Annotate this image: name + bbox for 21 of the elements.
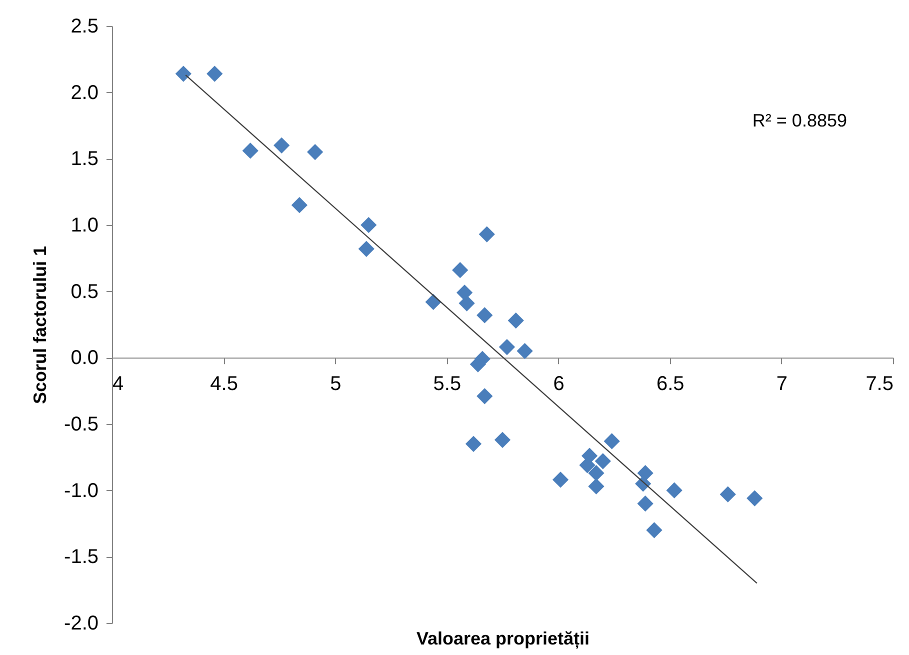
y-tick-label: 2.5 <box>70 16 98 38</box>
x-tick-label: 7 <box>776 373 788 396</box>
y-tick-label: 0.0 <box>70 347 98 370</box>
x-tick-label: 6.5 <box>656 373 684 396</box>
x-axis-title: Valoarea proprietății <box>416 628 590 650</box>
x-tick-label: 6 <box>553 373 564 396</box>
x-tick-label: 5.5 <box>433 373 462 396</box>
annotation: R² = 0.8859 <box>752 110 847 131</box>
y-tick-label: 1.0 <box>70 214 98 236</box>
y-tick-label: -1.0 <box>64 480 98 502</box>
x-tick-label: 7.5 <box>866 373 894 396</box>
y-tick-label: 2.0 <box>70 82 98 104</box>
x-tick-label: 4.5 <box>210 373 238 396</box>
y-tick-label: 1.5 <box>70 148 98 170</box>
x-tick-label: 5 <box>330 373 342 396</box>
y-tick-label: -2.0 <box>64 612 98 634</box>
y-tick-label: 0.5 <box>70 280 98 303</box>
x-tick-label: 4 <box>112 373 124 396</box>
y-axis-title: Scorul factorului 1 <box>30 246 50 404</box>
y-tick-label: -1.5 <box>64 546 98 568</box>
y-tick-label: -0.5 <box>64 414 98 436</box>
